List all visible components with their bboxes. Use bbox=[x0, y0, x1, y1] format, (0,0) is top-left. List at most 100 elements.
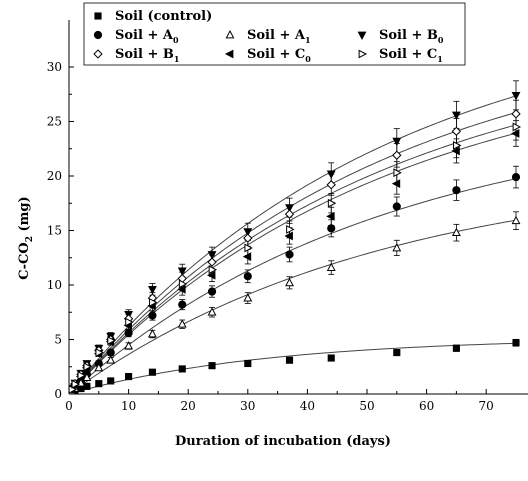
data-point-series-5 bbox=[284, 231, 293, 241]
legend-label: Soil (control) bbox=[115, 9, 212, 24]
fit-curve-0 bbox=[69, 342, 517, 394]
legend-label: Soil + B0 bbox=[379, 28, 444, 45]
legend-marker bbox=[93, 49, 103, 59]
data-point-series-0 bbox=[208, 362, 216, 370]
data-point-series-6 bbox=[244, 243, 253, 253]
x-axis-title: Duration of incubation (days) bbox=[175, 434, 391, 449]
data-point-series-3 bbox=[177, 267, 187, 276]
data-point-series-5 bbox=[451, 146, 460, 156]
legend-label-sub: 0 bbox=[173, 35, 179, 45]
data-point-series-0 bbox=[512, 339, 520, 347]
y-tick-label: 0 bbox=[54, 387, 62, 401]
data-point-series-4 bbox=[451, 126, 462, 136]
data-point-series-6 bbox=[327, 198, 337, 208]
legend-label-sub: 0 bbox=[305, 54, 311, 64]
data-point-series-2 bbox=[177, 319, 187, 328]
data-point-series-1 bbox=[285, 250, 294, 259]
data-point-series-3 bbox=[285, 204, 294, 213]
data-point-series-0 bbox=[148, 368, 157, 376]
data-point-series-0 bbox=[125, 373, 133, 381]
data-point-series-6 bbox=[286, 224, 295, 234]
y-axis-title: C-CO2 (mg) bbox=[17, 196, 35, 279]
data-point-series-3 bbox=[511, 91, 521, 101]
x-tick-label: 30 bbox=[240, 399, 255, 413]
y-tick-label: 15 bbox=[47, 224, 62, 238]
fit-curve-1 bbox=[69, 178, 517, 394]
legend-marker bbox=[357, 31, 367, 41]
data-point-series-1 bbox=[452, 186, 461, 195]
legend-marker bbox=[224, 49, 234, 59]
fit-curves bbox=[69, 95, 517, 394]
data-point-series-4 bbox=[243, 233, 253, 243]
fit-curve-2 bbox=[69, 219, 517, 394]
data-point-series-0 bbox=[244, 359, 252, 368]
x-tick-label: 70 bbox=[479, 399, 494, 413]
fit-curve-6 bbox=[69, 124, 517, 394]
legend-label-sub: 1 bbox=[305, 35, 311, 45]
data-point-series-5 bbox=[177, 284, 186, 294]
y-tick-label: 5 bbox=[54, 333, 62, 347]
data-point-series-3 bbox=[392, 137, 402, 147]
x-tick-label: 0 bbox=[65, 399, 73, 413]
data-point-series-5 bbox=[326, 211, 335, 221]
y-tick-label: 30 bbox=[47, 60, 62, 74]
data-point-series-6 bbox=[512, 122, 522, 132]
data-point-series-2 bbox=[511, 215, 521, 225]
legend-label: Soil + A0 bbox=[115, 28, 179, 45]
legend-marker bbox=[358, 49, 368, 59]
axes bbox=[68, 20, 528, 395]
legend-label-sub: 1 bbox=[437, 54, 443, 64]
y-axis-title-sub: 2 bbox=[25, 236, 35, 242]
data-point-series-2 bbox=[392, 242, 402, 252]
data-point-series-3 bbox=[451, 111, 461, 120]
data-point-series-4 bbox=[207, 257, 217, 267]
y-tick-label: 25 bbox=[47, 115, 62, 129]
legend-marker bbox=[225, 29, 235, 39]
legend-label-sub: 0 bbox=[438, 35, 444, 45]
legend-label-text: Soil + A bbox=[115, 28, 174, 43]
data-point-series-2 bbox=[82, 372, 92, 382]
data-point-series-3 bbox=[148, 285, 157, 295]
x-tick-label: 10 bbox=[121, 399, 136, 413]
data-point-series-6 bbox=[149, 298, 158, 307]
data-point-series-5 bbox=[242, 252, 252, 262]
legend-marker bbox=[94, 12, 102, 20]
data-point-series-1 bbox=[124, 328, 133, 338]
data-point-series-3 bbox=[243, 228, 253, 237]
data-point-series-1 bbox=[148, 311, 157, 320]
data-point-series-6 bbox=[95, 348, 104, 358]
data-point-series-4 bbox=[326, 180, 336, 190]
data-point-series-6 bbox=[208, 265, 218, 275]
legend-label: Soil + A1 bbox=[247, 28, 311, 45]
legend-label-text: Soil + C bbox=[247, 47, 305, 62]
data-point-series-4 bbox=[511, 109, 521, 119]
data-point-series-2 bbox=[106, 355, 116, 364]
data-point-series-0 bbox=[452, 344, 460, 352]
data-point-series-0 bbox=[327, 354, 335, 362]
data-point-series-0 bbox=[393, 349, 401, 357]
data-point-series-6 bbox=[83, 362, 92, 372]
data-point-series-2 bbox=[243, 293, 253, 302]
data-point-series-1 bbox=[243, 272, 252, 281]
data-point-series-2 bbox=[94, 362, 104, 372]
data-point-series-1 bbox=[178, 300, 187, 309]
x-tick-label: 40 bbox=[300, 399, 315, 413]
data-point-series-4 bbox=[284, 209, 295, 219]
data-point-series-6 bbox=[77, 371, 86, 380]
legend-label: Soil + B1 bbox=[115, 47, 179, 64]
data-point-series-2 bbox=[207, 307, 217, 316]
data-point-series-1 bbox=[106, 348, 115, 357]
data-point-series-6 bbox=[125, 317, 134, 327]
data-point-series-2 bbox=[326, 262, 336, 271]
data-point-series-0 bbox=[178, 365, 186, 373]
legend-label-sub: 1 bbox=[174, 54, 180, 64]
legend-label-text: Soil + A bbox=[247, 28, 306, 43]
data-point-series-1 bbox=[207, 287, 217, 296]
legend-label-text: Soil (control) bbox=[115, 9, 212, 24]
ticks: 0 10 20 30 40 50 60 70 0 5 10 15 20 25 30 bbox=[47, 60, 494, 413]
data-points bbox=[69, 91, 522, 394]
legend-label: Soil + C1 bbox=[379, 47, 443, 64]
data-point-series-4 bbox=[392, 150, 402, 160]
data-point-series-3 bbox=[326, 170, 336, 179]
